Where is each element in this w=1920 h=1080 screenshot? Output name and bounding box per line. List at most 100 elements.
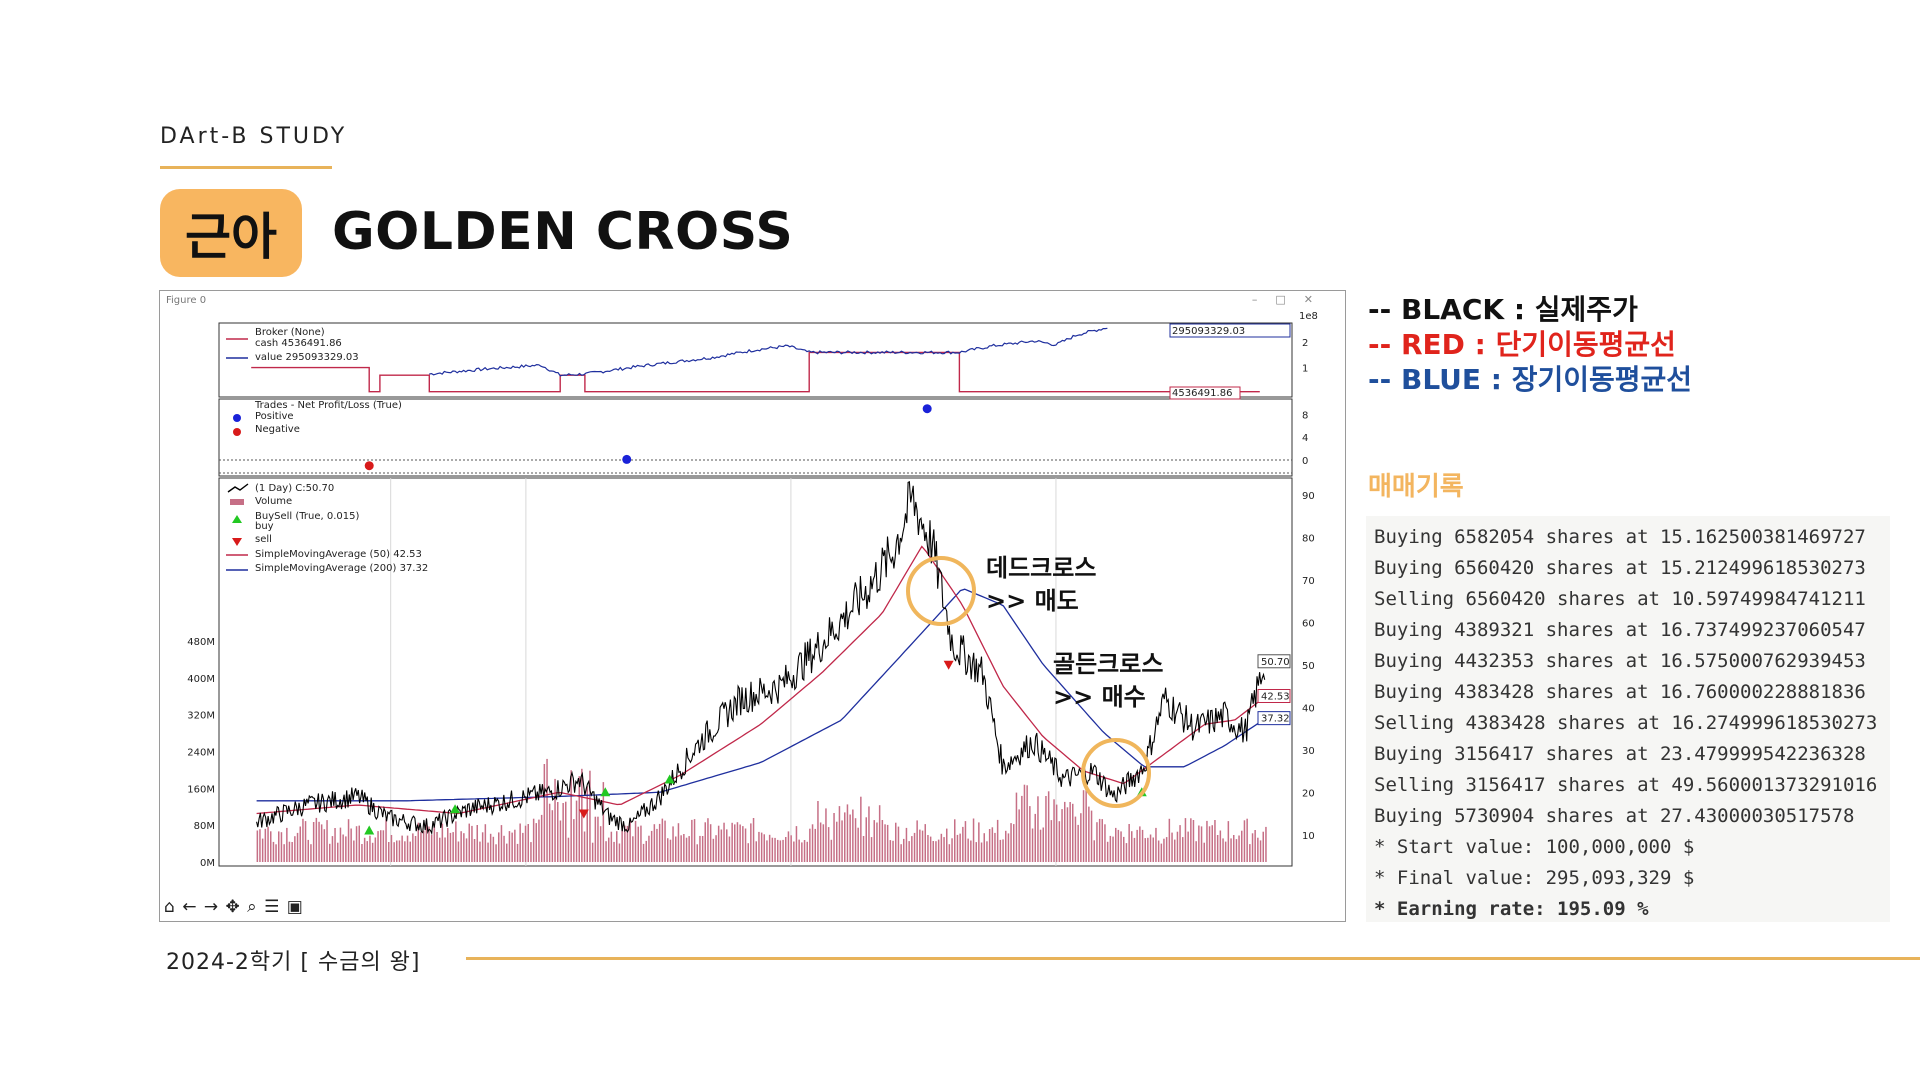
volume-bar	[790, 835, 792, 862]
volume-bar	[1136, 829, 1138, 862]
volume-bar	[978, 822, 980, 862]
volume-bar	[1069, 802, 1071, 862]
volume-bar	[876, 822, 878, 862]
volume-bar	[736, 822, 739, 862]
volume-bar	[473, 839, 476, 862]
volume-bar	[1015, 792, 1018, 862]
volume-bar	[892, 840, 894, 862]
volume-bar	[532, 818, 535, 862]
volume-bar	[801, 842, 803, 862]
volume-bar	[1195, 841, 1197, 862]
volume-bar	[280, 832, 283, 862]
volume-bar	[452, 832, 454, 862]
volume-bar	[962, 826, 964, 862]
back-icon[interactable]: ←	[182, 897, 198, 917]
volume-bar	[608, 837, 610, 862]
forward-icon[interactable]: →	[203, 897, 220, 917]
volume-bar	[940, 833, 943, 862]
volume-bar	[618, 843, 621, 862]
volume-bar	[586, 786, 588, 862]
volume-bar	[573, 819, 575, 862]
save-icon[interactable]: ▣	[286, 897, 304, 917]
pan-icon[interactable]: ✥	[225, 897, 241, 917]
price-y-tick: 30	[1302, 746, 1315, 757]
volume-bar	[575, 800, 578, 862]
volume-bar	[1005, 830, 1007, 862]
volume-bar	[1080, 813, 1082, 862]
volume-bar	[1190, 818, 1192, 862]
trade-log-line: Buying 6560420 shares at 15.212499618530…	[1374, 557, 1866, 579]
close-button[interactable]: ✕	[1303, 293, 1331, 306]
trades-y-tick: 8	[1302, 410, 1308, 421]
trade-point-positive	[922, 404, 932, 414]
configure-icon[interactable]: ☰	[264, 897, 281, 917]
volume-y-tick: 480M	[187, 637, 215, 648]
volume-bar	[862, 836, 865, 862]
close-value-label-box	[1257, 654, 1291, 669]
volume-bar	[809, 828, 811, 862]
home-icon[interactable]: ⌂	[164, 897, 176, 917]
volume-bar	[514, 829, 516, 862]
buy-marker	[600, 787, 611, 797]
volume-bar	[436, 832, 438, 862]
volume-bar	[1039, 829, 1042, 862]
volume-bar	[795, 826, 798, 862]
trade-log-line: Buying 4383428 shares at 16.760000228881…	[1374, 681, 1866, 703]
volume-bar	[645, 840, 647, 862]
volume-bar	[860, 796, 862, 862]
price-legend-item: (1 Day) C:50.70	[255, 483, 334, 494]
volume-bar	[752, 818, 755, 862]
maximize-button[interactable]: □	[1275, 293, 1304, 306]
volume-bar	[1251, 833, 1254, 862]
price-legend-item: BuySell (True, 0.015)	[255, 511, 359, 522]
volume-bar	[1045, 796, 1047, 862]
volume-bar	[787, 831, 790, 862]
volume-bar	[500, 825, 503, 862]
volume-bar	[1085, 783, 1087, 862]
volume-bar	[554, 778, 556, 862]
price-y-tick: 50	[1302, 661, 1315, 672]
volume-bar	[629, 819, 631, 862]
volume-bar	[508, 831, 511, 862]
zoom-icon[interactable]: ⌕	[247, 897, 258, 917]
price-legend-item: SimpleMovingAverage (50) 42.53	[255, 549, 422, 560]
volume-bar	[489, 833, 492, 862]
volume-bar	[527, 824, 529, 862]
volume-bar	[1165, 837, 1168, 862]
volume-bar	[822, 824, 825, 862]
volume-bar	[664, 820, 666, 862]
volume-bar	[841, 820, 843, 862]
volume-bar	[597, 816, 599, 862]
volume-bar	[565, 801, 567, 862]
sma200-value-label: 37.32	[1261, 714, 1290, 725]
volume-bar	[358, 825, 360, 862]
volume-bar	[980, 842, 983, 862]
figure-window: 1 2 1e8 295093329.03 4536491.86 Broker (None)…	[159, 290, 1346, 922]
volume-bar	[294, 836, 296, 862]
volume-bar	[699, 835, 701, 862]
volume-bar	[1149, 834, 1152, 862]
minimize-button[interactable]: –	[1251, 293, 1276, 306]
volume-y-tick: 240M	[187, 748, 215, 759]
volume-bar	[1249, 844, 1251, 862]
volume-bar	[656, 828, 658, 862]
broker-exponent: 1e8	[1299, 311, 1318, 322]
volume-bar	[833, 813, 835, 862]
volume-bar	[830, 839, 833, 862]
volume-bar	[916, 820, 918, 862]
volume-bar	[793, 841, 795, 862]
volume-bar	[1203, 842, 1205, 862]
volume-bar	[884, 824, 886, 862]
volume-bar	[1208, 826, 1211, 862]
volume-bar	[763, 834, 765, 862]
volume-bar	[1088, 806, 1090, 862]
trade-log-line: * Final value: 295,093,329 $	[1374, 867, 1695, 889]
volume-bar	[943, 837, 945, 862]
sma50-line	[256, 545, 1262, 815]
volume-bar	[557, 802, 559, 862]
legend-black: -- BLACK : 실제주가	[1368, 293, 1638, 326]
sell-marker	[943, 660, 954, 670]
sell-marker	[578, 809, 589, 819]
volume-bar	[929, 836, 932, 862]
volume-bar	[302, 818, 304, 862]
